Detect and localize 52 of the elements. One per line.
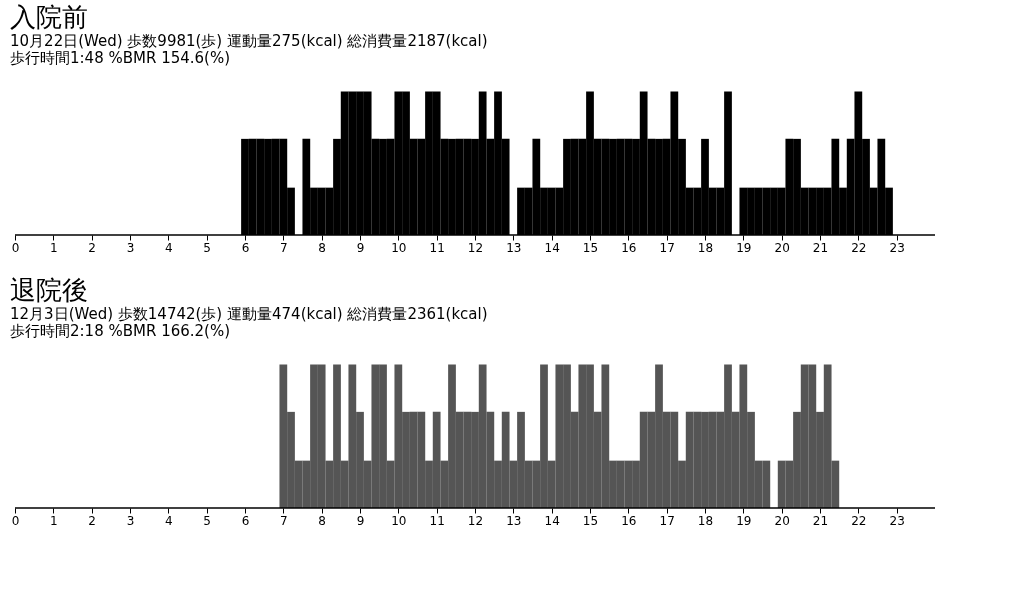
chart-subtitle: 12月3日(Wed) 歩数14742(歩) 運動量474(kcal) 総消費量2361(kcal) 歩行時間2:18 %BMR 166.2(%) xyxy=(10,305,488,340)
x-tick-label: 10 xyxy=(391,513,407,528)
x-tick-label: 6 xyxy=(241,513,250,528)
x-tick-label: 1 xyxy=(50,240,58,255)
x-tick-label: 9 xyxy=(356,240,365,255)
x-tick-label: 3 xyxy=(126,513,135,528)
x-tick-label: 14 xyxy=(544,513,560,528)
x-tick-label: 0 xyxy=(11,513,20,528)
x-tick-label: 13 xyxy=(506,240,522,255)
x-tick-label: 20 xyxy=(774,240,790,255)
x-tick-label: 18 xyxy=(697,513,714,528)
x-tick-label: 18 xyxy=(697,240,714,255)
x-tick-label: 10 xyxy=(391,240,407,255)
x-tick-label: 14 xyxy=(544,240,560,255)
x-tick-label: 0 xyxy=(11,240,20,255)
x-tick-label: 8 xyxy=(318,513,326,528)
x-tick-label: 22 xyxy=(851,240,867,255)
chart-subtitle: 10月22日(Wed) 歩数9981(歩) 運動量275(kcal) 総消費量2187(kcal) 歩行時間1:48 %BMR 154.6(%) xyxy=(10,32,488,67)
x-tick-label: 8 xyxy=(318,240,326,255)
x-tick-label: 12 xyxy=(467,513,484,528)
x-tick-label: 23 xyxy=(889,513,905,528)
x-tick-label: 7 xyxy=(280,513,288,528)
x-tick-label: 16 xyxy=(621,240,637,255)
x-tick-label: 23 xyxy=(889,240,905,255)
x-tick-label: 2 xyxy=(88,240,96,255)
x-tick-label: 12 xyxy=(467,240,484,255)
x-tick-label: 11 xyxy=(429,240,445,255)
x-tick-label: 2 xyxy=(88,513,96,528)
x-tick-label: 4 xyxy=(165,513,173,528)
x-tick-label: 5 xyxy=(203,513,211,528)
x-tick-label: 13 xyxy=(506,513,522,528)
x-tick-label: 6 xyxy=(241,240,250,255)
x-tick-label: 15 xyxy=(582,240,599,255)
chart-title: 退院後 xyxy=(10,275,88,305)
x-tick-label: 20 xyxy=(774,513,790,528)
x-tick-label: 4 xyxy=(165,240,173,255)
x-tick-label: 17 xyxy=(659,240,675,255)
x-tick-label: 9 xyxy=(356,513,365,528)
x-tick-label: 3 xyxy=(126,240,135,255)
x-tick-label: 22 xyxy=(851,513,867,528)
x-tick-label: 19 xyxy=(736,513,752,528)
x-tick-label: 17 xyxy=(659,513,675,528)
x-tick-label: 21 xyxy=(812,240,829,255)
x-tick-label: 21 xyxy=(812,513,829,528)
x-tick-label: 1 xyxy=(50,513,58,528)
x-tick-label: 5 xyxy=(203,240,211,255)
chart-title: 入院前 xyxy=(10,2,88,32)
x-tick-label: 19 xyxy=(736,240,752,255)
x-tick-label: 11 xyxy=(429,513,445,528)
x-tick-label: 7 xyxy=(280,240,288,255)
x-tick-label: 15 xyxy=(582,513,599,528)
x-tick-label: 16 xyxy=(621,513,637,528)
